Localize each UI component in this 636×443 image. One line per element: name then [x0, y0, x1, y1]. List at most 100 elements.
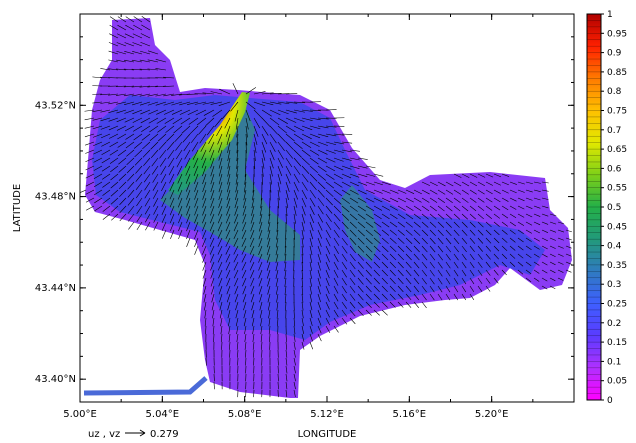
- vector-arrow: [325, 253, 330, 263]
- vector-arrow: [141, 16, 151, 23]
- vector-arrow: [293, 141, 303, 150]
- vector-arrow: [269, 149, 275, 161]
- vector-arrow: [277, 157, 283, 168]
- vector-arrow: [228, 317, 231, 327]
- colorbar-tick-label: 0.75: [607, 107, 627, 117]
- vector-arrow: [381, 205, 391, 211]
- vector-arrow: [485, 245, 492, 252]
- vector-arrow: [397, 205, 406, 211]
- vector-arrow: [163, 109, 175, 115]
- vector-arrow: [485, 197, 493, 203]
- vector-arrow: [333, 181, 343, 188]
- vector-arrow: [185, 173, 191, 184]
- vector-arrow: [186, 213, 191, 224]
- vector-arrow: [100, 125, 111, 130]
- vector-arrow: [102, 189, 111, 196]
- vector-arrow: [501, 197, 509, 202]
- vector-arrow: [365, 205, 375, 211]
- vector-arrow: [233, 253, 239, 263]
- vector-arrow: [309, 309, 313, 319]
- vector-arrow: [517, 213, 525, 218]
- vector-arrow: [533, 213, 541, 217]
- vector-arrow: [252, 341, 255, 350]
- vector-arrow: [333, 293, 339, 302]
- vector-arrow: [253, 91, 266, 95]
- vector-arrow: [253, 157, 256, 169]
- vector-arrow: [493, 205, 501, 211]
- vector-arrow: [413, 237, 421, 245]
- vector-arrow: [541, 253, 548, 258]
- vector-arrow: [317, 205, 324, 215]
- vector-arrow: [301, 317, 304, 327]
- vector-arrow: [565, 237, 572, 241]
- vector-arrow: [357, 261, 364, 269]
- vector-arrow: [92, 109, 103, 113]
- vector-arrow: [437, 237, 444, 245]
- vector-arrow: [309, 301, 313, 311]
- vector-arrow: [163, 101, 175, 106]
- vector-arrow: [365, 189, 375, 194]
- vector-arrow: [285, 125, 296, 133]
- vector-arrow: [139, 93, 151, 97]
- vector-arrow: [151, 157, 159, 167]
- vector-arrow: [517, 181, 525, 185]
- vector-arrow: [141, 133, 151, 141]
- vector-arrow: [509, 229, 516, 235]
- vector-arrow: [309, 173, 318, 182]
- vector-arrow: [453, 189, 461, 195]
- vector-arrow: [230, 101, 239, 112]
- x-tick-label: 5.12°E: [310, 409, 344, 420]
- vector-arrow: [341, 261, 348, 270]
- vector-arrow: [182, 133, 191, 143]
- vector-arrow: [301, 293, 304, 303]
- vector-reference-label: uz , vz: [88, 429, 120, 440]
- vector-arrow: [365, 197, 375, 203]
- vector-arrow: [217, 245, 223, 255]
- vector-arrow: [469, 229, 476, 236]
- vector-arrow: [453, 205, 461, 212]
- vector-arrow: [212, 309, 215, 319]
- vector-arrow: [389, 237, 397, 244]
- vector-arrow: [365, 301, 372, 308]
- vector-arrow: [421, 213, 429, 220]
- vector-arrow: [202, 189, 207, 200]
- vector-arrow: [389, 245, 397, 253]
- vector-arrow: [285, 101, 298, 104]
- vector-arrow: [244, 165, 247, 177]
- vector-arrow: [349, 285, 356, 293]
- vector-arrow: [373, 237, 381, 245]
- vector-arrow: [349, 229, 357, 237]
- vector-arrow: [365, 181, 376, 186]
- vector-arrow: [225, 221, 231, 232]
- vector-arrow: [132, 109, 143, 115]
- colorbar-tick-label: 0.45: [607, 222, 627, 232]
- vector-arrow: [533, 237, 540, 242]
- vector-arrow: [365, 293, 372, 301]
- vector-arrow: [309, 165, 319, 174]
- vector-arrow: [421, 293, 427, 301]
- vector-arrow: [85, 157, 95, 163]
- vector-arrow: [169, 197, 175, 208]
- vector-arrow: [258, 277, 263, 287]
- vector-arrow: [469, 277, 475, 285]
- vector-arrow: [236, 325, 239, 335]
- vector-arrow: [373, 229, 382, 236]
- vector-arrow: [277, 213, 279, 224]
- vector-arrow: [218, 157, 223, 169]
- vector-arrow: [477, 253, 483, 260]
- vector-arrow: [333, 189, 343, 197]
- vector-arrow: [509, 189, 517, 194]
- vector-arrow: [381, 301, 388, 308]
- vector-arrow: [437, 245, 444, 253]
- vector-arrow: [84, 125, 95, 129]
- vector-arrow: [421, 221, 429, 228]
- vector-arrow: [493, 221, 500, 227]
- vector-arrow: [234, 189, 239, 201]
- vector-arrow: [160, 173, 167, 184]
- vector-arrow: [251, 309, 255, 319]
- vector-arrow: [209, 213, 215, 224]
- vector-arrow: [557, 245, 564, 249]
- vector-arrow: [437, 285, 443, 293]
- vector-arrow: [210, 173, 215, 185]
- vector-arrow: [525, 277, 532, 283]
